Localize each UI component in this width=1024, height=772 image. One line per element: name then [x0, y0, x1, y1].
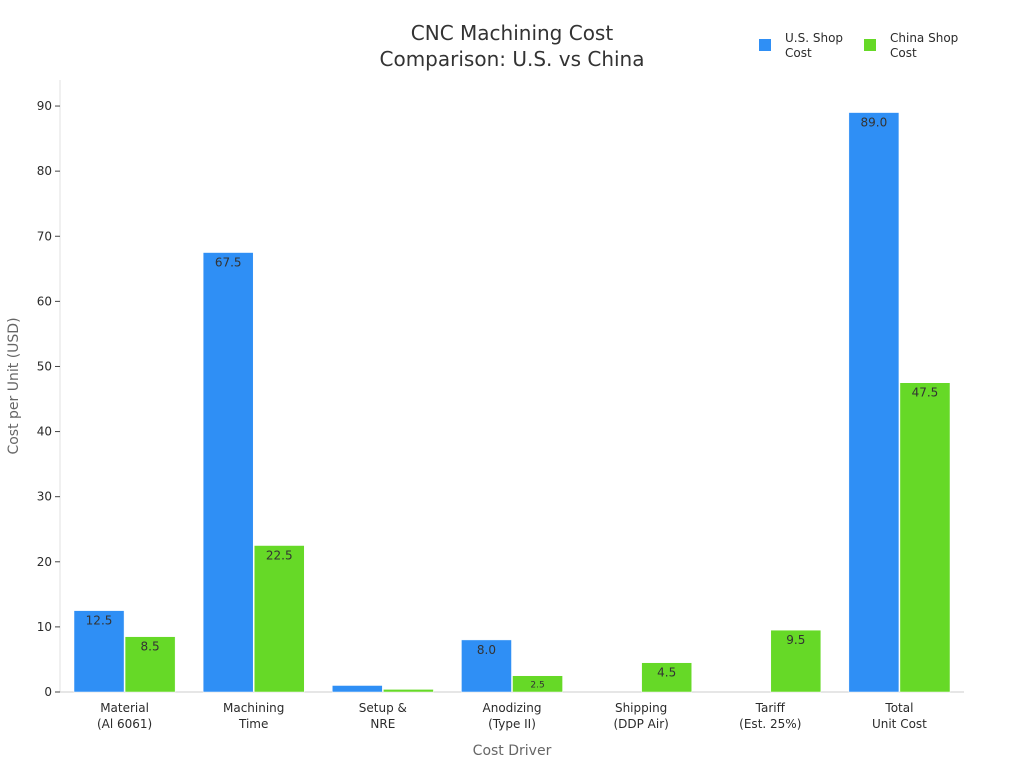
legend-label: U.S. Shop Cost	[785, 31, 843, 60]
bar-labels: 12.5 67.5 8.0 89.0 8.5 22.5 2.5 4.5 9.5 47.5	[86, 116, 939, 691]
bar-us-1	[202, 252, 254, 693]
bar-china-4	[641, 662, 692, 693]
chart-title: CNC Machining Cost Comparison: U.S. vs C…	[380, 21, 645, 71]
data-label-us-6: 89.0	[861, 116, 888, 130]
y-tick-label: 30	[37, 490, 52, 504]
x-tick-label-line: NRE	[370, 717, 395, 731]
chart-title-line-1: CNC Machining Cost	[411, 21, 614, 45]
bar-us-0	[73, 610, 125, 693]
x-tick-label-line: Setup &	[359, 701, 407, 715]
x-tick-label-line: (DDP Air)	[613, 717, 668, 731]
x-tick-labels: Material (Al 6061) Machining Time Setup & NRE…	[97, 701, 927, 731]
data-label-us-3: 8.0	[477, 643, 496, 657]
data-label-china-0: 8.5	[141, 640, 160, 654]
legend-swatch	[759, 39, 771, 51]
data-label-china-6: 47.5	[912, 386, 939, 400]
x-tick-label-line: Time	[238, 717, 268, 731]
bar-china-1	[253, 545, 305, 693]
data-label-china-1: 22.5	[266, 549, 293, 563]
x-tick-label-6: Total Unit Cost	[872, 701, 927, 731]
bar-china-6	[899, 382, 951, 693]
data-label-china-3: 2.5	[530, 680, 544, 690]
x-tick-label-line: Unit Cost	[872, 717, 927, 731]
x-tick-label-line: (Al 6061)	[97, 717, 152, 731]
x-tick-label-line: (Type II)	[488, 717, 536, 731]
data-label-us-1: 67.5	[215, 256, 242, 270]
x-tick-label-line: Total	[884, 701, 913, 715]
legend-swatch	[864, 39, 876, 51]
bar-us-3	[461, 639, 512, 693]
x-tick-label-4: Shipping (DDP Air)	[613, 701, 668, 731]
y-tick-label: 80	[37, 164, 52, 178]
bar-china-5	[770, 629, 822, 693]
y-tick-label: 50	[37, 359, 52, 373]
legend-item-china: China Shop Cost	[864, 31, 958, 60]
legend-label-line: Cost	[785, 46, 812, 60]
x-tick-label-line: Anodizing	[483, 701, 542, 715]
y-tick-label: 90	[37, 99, 52, 113]
x-tick-label-0: Material (Al 6061)	[97, 701, 152, 731]
data-label-china-4: 4.5	[657, 666, 676, 680]
y-tick-label: 20	[37, 555, 52, 569]
x-tick-label-line: (Est. 25%)	[739, 717, 801, 731]
legend-label-line: Cost	[890, 46, 917, 60]
bar-us-6	[848, 112, 900, 693]
x-tick-label-1: Machining Time	[223, 701, 284, 731]
y-tick-label: 60	[37, 294, 52, 308]
legend-label-line: China Shop	[890, 31, 958, 45]
y-tick-label: 10	[37, 620, 52, 634]
bar-china-0	[124, 636, 176, 693]
bar-us-2	[332, 685, 383, 693]
legend-label-line: U.S. Shop	[785, 31, 843, 45]
bar-china-3	[512, 675, 563, 693]
y-axis-title: Cost per Unit (USD)	[6, 317, 22, 454]
x-tick-label-line: Tariff	[755, 701, 786, 715]
x-tick-label-line: Shipping	[615, 701, 667, 715]
x-tick-label-line: Machining	[223, 701, 284, 715]
legend-label: China Shop Cost	[890, 31, 958, 60]
x-tick-label-line: Material	[100, 701, 149, 715]
bar-china-2	[383, 689, 434, 693]
y-tick-label: 0	[44, 685, 52, 699]
data-label-us-0: 12.5	[86, 614, 113, 628]
x-tick-label-5: Tariff (Est. 25%)	[739, 701, 801, 731]
data-label-china-5: 9.5	[786, 633, 805, 647]
y-tick-label: 40	[37, 425, 52, 439]
y-ticks: 0 10 20 30 40 50 60 70 80 90	[37, 99, 60, 699]
legend-item-us: U.S. Shop Cost	[759, 31, 843, 60]
y-tick-label: 70	[37, 229, 52, 243]
x-tick-label-3: Anodizing (Type II)	[483, 701, 542, 731]
chart-title-line-2: Comparison: U.S. vs China	[380, 47, 645, 71]
x-tick-label-2: Setup & NRE	[359, 701, 407, 731]
bars	[73, 112, 951, 693]
x-axis-title: Cost Driver	[473, 743, 552, 759]
axes	[59, 80, 964, 693]
